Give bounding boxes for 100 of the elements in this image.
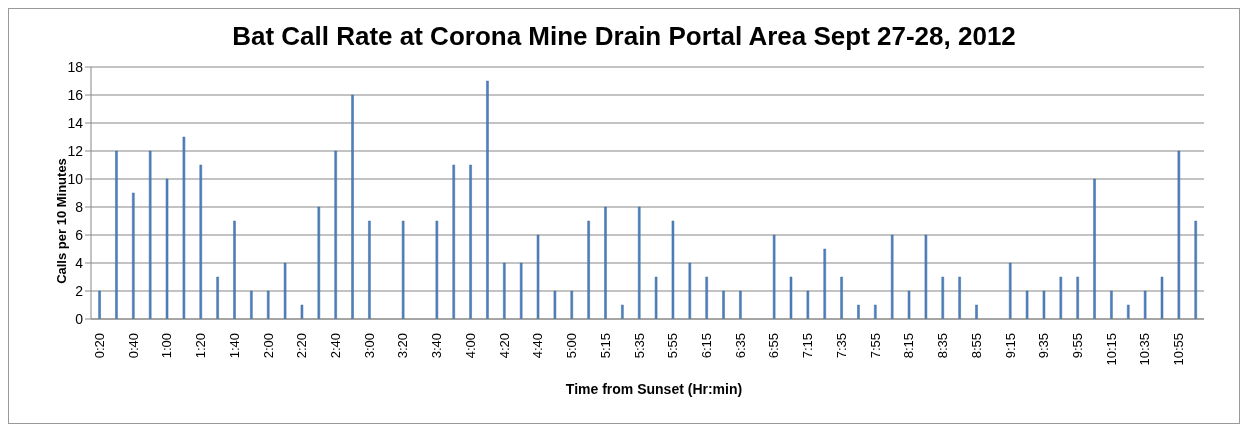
x-tick-label: 7:55 — [867, 333, 883, 359]
bar — [165, 178, 169, 319]
x-tick-label: 10:15 — [1103, 333, 1119, 366]
bar — [1110, 290, 1113, 319]
bar — [351, 94, 354, 319]
x-tick-label: 10:35 — [1137, 333, 1153, 366]
bar — [975, 304, 978, 319]
x-tick-label: 6:35 — [732, 333, 748, 359]
bar — [1042, 290, 1046, 319]
bar — [840, 276, 843, 319]
x-tick-label: 8:15 — [901, 333, 917, 359]
bar — [401, 220, 405, 319]
bar — [570, 290, 574, 319]
x-tick-label: 3:20 — [395, 333, 411, 359]
bar — [216, 276, 219, 319]
x-tick-label: 1:40 — [226, 333, 242, 359]
y-tick-label: 0 — [75, 310, 84, 327]
y-tick-label: 8 — [75, 198, 84, 215]
bar — [1143, 290, 1147, 319]
bar — [469, 164, 472, 319]
bar — [435, 220, 439, 319]
y-tick-label: 18 — [67, 58, 84, 75]
bar — [452, 164, 455, 319]
y-tick-label: 4 — [75, 254, 84, 271]
bar — [1093, 178, 1096, 319]
x-tick-label: 6:15 — [699, 333, 715, 359]
bar — [1194, 220, 1197, 319]
bar — [772, 234, 776, 319]
x-tick-label: 5:55 — [665, 333, 681, 359]
x-tick-label: 0:40 — [125, 333, 141, 359]
bar — [621, 304, 624, 319]
y-tick-label: 2 — [75, 282, 84, 299]
bar — [1059, 276, 1063, 319]
bar — [283, 262, 287, 319]
bar — [486, 80, 489, 319]
x-tick-label: 5:35 — [631, 333, 647, 359]
bar — [705, 276, 708, 319]
x-tick-label: 7:35 — [833, 333, 849, 359]
bar — [1008, 262, 1012, 319]
x-tick-label: 2:40 — [328, 333, 344, 359]
bar — [637, 206, 641, 319]
x-tick-label: 7:15 — [800, 333, 816, 359]
bar — [233, 220, 236, 319]
y-axis-title: Calls per 10 Minutes — [53, 158, 69, 284]
x-tick-label: 4:20 — [496, 333, 512, 359]
bar — [958, 276, 961, 319]
bar — [300, 304, 304, 319]
bar — [941, 276, 945, 319]
bar — [536, 234, 540, 319]
x-tick-label: 8:35 — [935, 333, 951, 359]
bar — [907, 290, 911, 319]
bar — [503, 262, 506, 319]
chart-title: Bat Call Rate at Corona Mine Drain Portal Area Sept 27-28, 2012 — [232, 21, 1016, 51]
bar — [587, 220, 590, 319]
bar — [182, 136, 186, 319]
bar — [654, 276, 658, 319]
y-tick-label: 16 — [67, 86, 84, 103]
bar — [722, 290, 725, 319]
bar — [604, 206, 607, 319]
bar — [1160, 276, 1164, 319]
bar — [874, 304, 877, 319]
bar — [857, 304, 860, 319]
bar — [132, 192, 135, 319]
x-tick-label: 4:00 — [462, 333, 478, 359]
bar — [115, 150, 118, 319]
y-tick-label: 10 — [67, 170, 84, 187]
x-tick-label: 8:55 — [968, 333, 984, 359]
bar — [789, 276, 793, 319]
bar — [368, 220, 371, 319]
x-tick-label: 9:55 — [1070, 333, 1086, 359]
bar — [148, 150, 152, 319]
bar — [739, 290, 742, 319]
x-tick-label: 5:15 — [597, 333, 613, 359]
x-tick-label: 9:15 — [1002, 333, 1018, 359]
bar — [823, 248, 826, 319]
bar — [924, 234, 928, 319]
x-tick-label: 9:35 — [1036, 333, 1052, 359]
x-tick-label: 5:00 — [564, 333, 580, 359]
bar — [1127, 304, 1130, 319]
bar — [688, 262, 692, 319]
bar — [519, 262, 523, 319]
bar — [98, 290, 101, 319]
bar — [553, 290, 557, 319]
x-tick-label: 0:20 — [91, 333, 107, 359]
x-tick-label: 2:20 — [294, 333, 310, 359]
x-tick-label: 6:55 — [766, 333, 782, 359]
y-tick-label: 12 — [67, 142, 84, 159]
x-tick-label: 1:20 — [193, 333, 209, 359]
y-tick-label: 6 — [75, 226, 84, 243]
x-tick-label: 4:40 — [530, 333, 546, 359]
bar — [1025, 290, 1029, 319]
x-axis-title: Time from Sunset (Hr:min) — [564, 381, 744, 397]
bar — [806, 290, 810, 319]
y-tick-label: 14 — [67, 114, 84, 131]
bar — [199, 164, 203, 319]
x-tick-label: 3:40 — [429, 333, 445, 359]
bar — [890, 234, 894, 319]
bar — [1076, 276, 1079, 319]
bar — [317, 206, 321, 319]
x-tick-label: 10:55 — [1171, 333, 1187, 366]
